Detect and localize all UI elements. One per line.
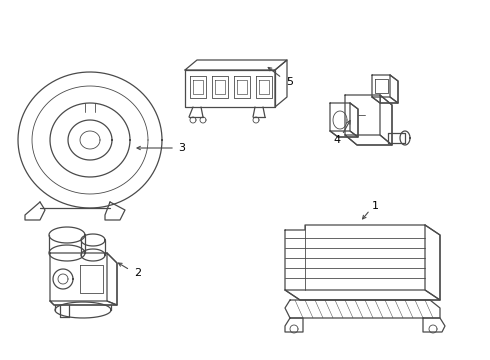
Text: 5: 5 xyxy=(287,77,294,87)
Text: 4: 4 xyxy=(333,135,341,145)
Text: 3: 3 xyxy=(178,143,186,153)
Text: 2: 2 xyxy=(134,268,142,278)
Text: 1: 1 xyxy=(371,201,378,211)
